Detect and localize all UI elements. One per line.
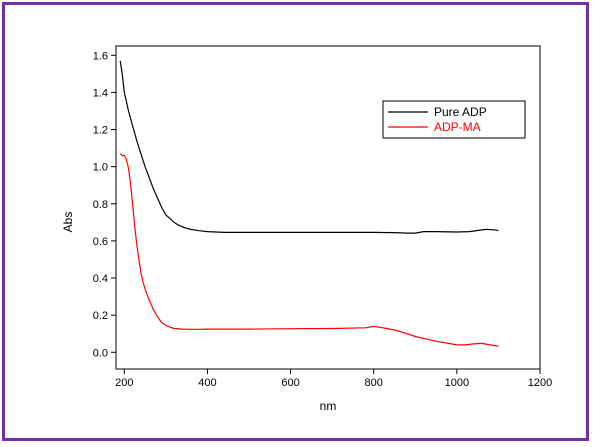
legend-label-adp-ma: ADP-MA <box>434 120 481 134</box>
y-tick-label: 0.4 <box>93 273 108 285</box>
y-tick-label: 1.6 <box>93 50 108 62</box>
y-tick-label: 0.8 <box>93 199 108 211</box>
y-axis-title: Abs <box>61 212 75 233</box>
y-tick-label: 0.0 <box>93 347 108 359</box>
x-axis-title: nm <box>320 399 337 413</box>
y-tick-label: 1.2 <box>93 125 108 137</box>
x-tick-label: 600 <box>281 377 299 389</box>
x-tick-label: 400 <box>198 377 216 389</box>
x-axis-ticks: 200 400 600 800 1000 1200 <box>115 369 552 389</box>
plot-area-border <box>115 45 541 370</box>
x-tick-label: 200 <box>115 377 133 389</box>
y-tick-label: 0.2 <box>93 310 108 322</box>
y-tick-label: 1.0 <box>93 162 108 174</box>
legend-box <box>382 100 526 139</box>
x-tick-label: 1200 <box>528 377 552 389</box>
y-axis-ticks: 0.0 0.2 0.4 0.6 0.8 1.0 1.2 1.4 1.6 <box>93 50 116 359</box>
chart-frame <box>2 2 589 441</box>
x-tick-label: 1000 <box>445 377 469 389</box>
series-line-adp-ma <box>119 153 499 347</box>
legend-label-pure-adp: Pure ADP <box>434 105 487 119</box>
legend: Pure ADP ADP-MA <box>382 100 526 139</box>
y-tick-label: 1.4 <box>93 87 108 99</box>
x-tick-label: 800 <box>365 377 383 389</box>
data-series <box>119 60 499 347</box>
y-tick-label: 0.6 <box>93 236 108 248</box>
series-line-pure-adp <box>119 60 499 234</box>
